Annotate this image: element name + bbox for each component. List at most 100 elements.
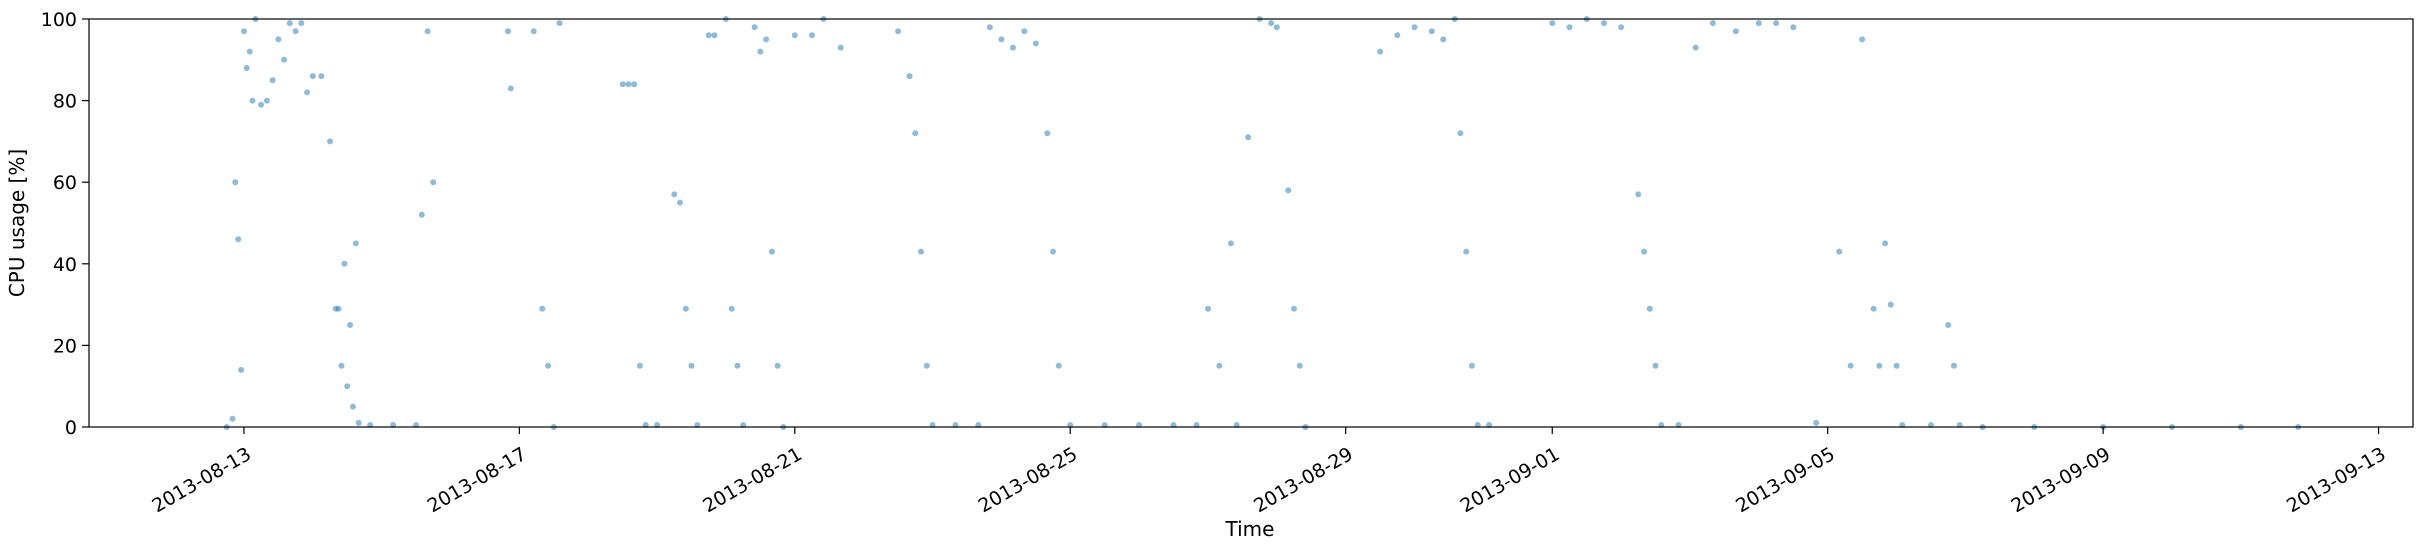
- data-point: [1773, 20, 1780, 27]
- data-point: [1566, 24, 1573, 31]
- data-point: [504, 28, 511, 35]
- points-layer: [223, 16, 2302, 430]
- data-point: [998, 36, 1005, 43]
- data-point: [240, 28, 247, 35]
- data-point: [1032, 40, 1039, 47]
- data-point: [1227, 240, 1234, 247]
- data-point: [1950, 362, 1957, 369]
- data-point: [556, 20, 563, 27]
- x-tick-label: 2013-09-09: [2008, 443, 2115, 517]
- data-point: [619, 81, 626, 88]
- data-point: [263, 97, 270, 104]
- data-point: [1440, 36, 1447, 43]
- data-point: [774, 362, 781, 369]
- x-tick-label: 2013-09-13: [2283, 443, 2390, 517]
- y-ticks: 0 20 40 60 80 100: [41, 9, 89, 439]
- data-point: [1755, 20, 1762, 27]
- data-point: [327, 138, 333, 145]
- data-point: [1945, 322, 1952, 328]
- data-point: [986, 24, 993, 31]
- data-point: [1044, 130, 1051, 137]
- data-point: [1790, 24, 1797, 31]
- data-point: [1709, 20, 1716, 27]
- data-point: [1285, 187, 1292, 194]
- data-point: [1882, 240, 1889, 247]
- data-point: [298, 20, 305, 27]
- data-point: [258, 101, 265, 108]
- data-point: [539, 305, 546, 312]
- x-tick-label: 2013-08-21: [699, 443, 806, 517]
- data-point: [418, 211, 425, 218]
- x-axis-label: Time: [1225, 517, 1275, 541]
- data-point: [711, 32, 718, 39]
- data-point: [341, 260, 348, 267]
- data-point: [235, 236, 242, 243]
- data-point: [350, 403, 356, 410]
- x-tick-label: 2013-08-29: [1250, 443, 1357, 517]
- data-point: [292, 28, 299, 35]
- data-point: [1836, 248, 1843, 255]
- data-point: [507, 85, 514, 92]
- data-point: [1641, 248, 1648, 255]
- data-point: [631, 81, 638, 88]
- data-point: [281, 56, 288, 63]
- data-point: [1273, 24, 1280, 31]
- data-point: [1055, 362, 1062, 369]
- y-axis-label: CPU usage [%]: [5, 149, 29, 297]
- data-point: [734, 362, 741, 369]
- data-point: [352, 240, 359, 247]
- data-point: [1216, 362, 1223, 369]
- data-point: [809, 32, 815, 39]
- data-point: [1859, 36, 1866, 43]
- data-point: [309, 73, 316, 80]
- y-tick-label: 0: [65, 417, 77, 439]
- data-point: [1692, 44, 1699, 51]
- data-point: [1870, 305, 1877, 312]
- data-point: [1009, 44, 1016, 51]
- data-point: [1050, 248, 1056, 255]
- data-point: [1646, 305, 1653, 312]
- data-point: [757, 48, 764, 55]
- data-point: [705, 32, 712, 39]
- data-point: [355, 419, 362, 426]
- data-point: [243, 65, 250, 71]
- data-point: [837, 44, 844, 51]
- data-point: [335, 305, 342, 312]
- data-point: [1021, 28, 1028, 35]
- x-tick-label: 2013-08-17: [424, 443, 531, 517]
- plot-area: [89, 19, 2413, 427]
- data-point: [1411, 24, 1418, 31]
- data-point: [1468, 362, 1475, 369]
- data-point: [636, 362, 643, 369]
- data-point: [318, 73, 325, 80]
- data-point: [530, 28, 537, 35]
- x-tick-label: 2013-09-01: [1457, 443, 1564, 517]
- x-tick-label: 2013-09-05: [1732, 443, 1839, 517]
- data-point: [232, 179, 239, 186]
- data-point: [229, 415, 236, 422]
- data-point: [1291, 305, 1297, 312]
- data-point: [269, 77, 276, 84]
- data-point: [1887, 301, 1894, 308]
- data-point: [671, 191, 678, 198]
- data-point: [625, 81, 632, 88]
- data-point: [1813, 419, 1820, 426]
- data-point: [677, 199, 683, 206]
- data-point: [1296, 362, 1303, 369]
- data-point: [1893, 362, 1900, 369]
- data-point: [728, 305, 735, 312]
- y-tick-label: 100: [41, 9, 77, 31]
- x-tick-label: 2013-08-13: [148, 443, 255, 517]
- data-point: [906, 73, 913, 80]
- x-tick-label: 2013-08-25: [975, 443, 1082, 517]
- data-point: [304, 89, 311, 96]
- data-point: [1847, 362, 1854, 369]
- data-point: [918, 248, 924, 255]
- data-point: [1463, 248, 1470, 255]
- y-tick-label: 20: [53, 335, 77, 357]
- data-point: [424, 28, 431, 35]
- data-point: [249, 97, 256, 104]
- data-point: [1635, 191, 1642, 198]
- axes: [88, 18, 2414, 428]
